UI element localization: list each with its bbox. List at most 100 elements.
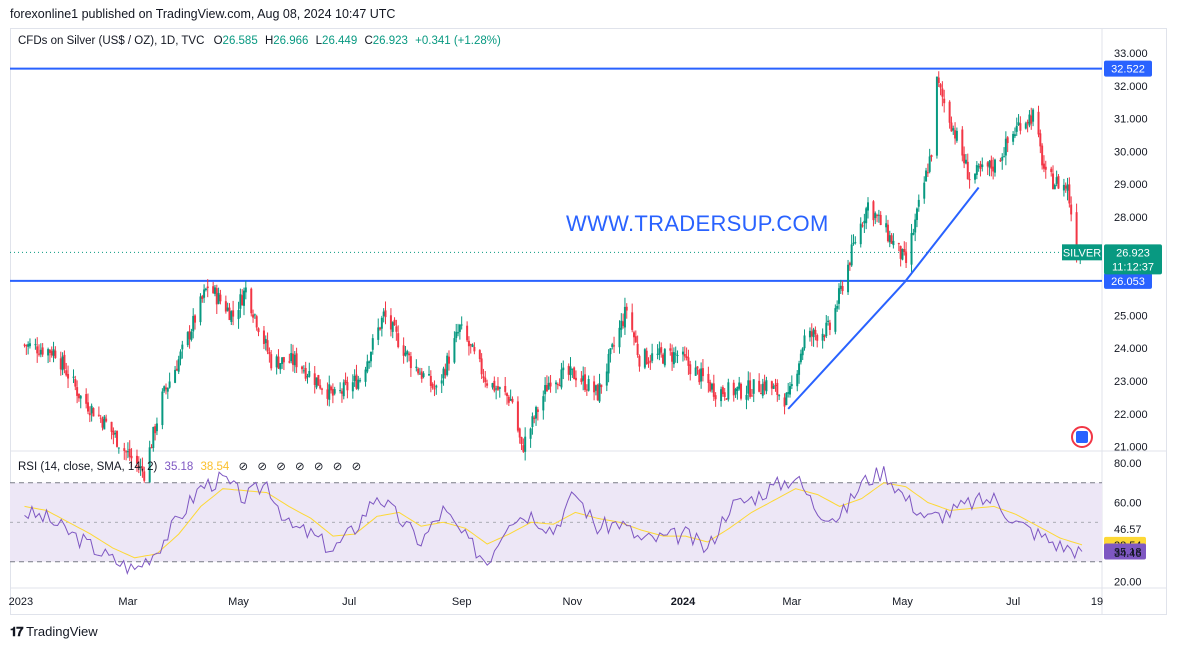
candle-body: [783, 397, 786, 407]
candle-body: [941, 88, 944, 97]
trendline: [903, 186, 980, 284]
rsi-legend-value: 35.18: [164, 461, 194, 473]
candle-body: [638, 355, 641, 367]
candle-body: [453, 338, 456, 363]
candle-body: [163, 386, 166, 392]
candle-body: [444, 369, 447, 376]
candle-body: [789, 386, 791, 395]
candle-body: [99, 417, 102, 419]
candle-body: [194, 315, 197, 323]
candle-body: [1044, 166, 1047, 170]
candle-body: [50, 351, 53, 356]
eye-slash-icon[interactable]: ⊘: [276, 461, 286, 473]
candle-body: [511, 398, 514, 403]
eye-slash-icon[interactable]: ⊘: [351, 461, 362, 473]
eye-slash-icon[interactable]: ⊘: [295, 461, 305, 473]
candle-body: [658, 348, 661, 355]
change-value: +0.341 (+1.28%): [415, 35, 501, 47]
candle-body: [636, 343, 639, 356]
candle-body: [279, 363, 282, 370]
eye-slash-icon[interactable]: ⊘: [332, 461, 343, 473]
candle-body: [877, 214, 880, 216]
eye-slash-icon[interactable]: ⊘: [238, 461, 249, 473]
candle-body: [937, 77, 940, 84]
candle-body: [232, 310, 235, 317]
candle-body: [175, 368, 178, 371]
candle-body: [827, 320, 830, 323]
price-axis-tick: 28.000: [1114, 212, 1148, 224]
price-axis-tick: 29.000: [1114, 179, 1148, 191]
candle-body: [27, 344, 30, 347]
candle-body: [76, 387, 79, 396]
candle-body: [663, 349, 666, 366]
candle-body: [85, 394, 88, 404]
price-axis-tick: 30.000: [1114, 146, 1148, 158]
candle-body: [203, 289, 206, 298]
eye-slash-icon[interactable]: ⊘: [313, 461, 324, 473]
candle-body: [623, 306, 626, 328]
candle-body: [226, 307, 229, 311]
candle-body: [823, 335, 826, 338]
candle-body: [506, 393, 509, 397]
candle-body: [585, 389, 588, 391]
rsi-value-tag-label: 34.46: [1114, 548, 1142, 560]
candle-body: [79, 395, 82, 399]
candle-body: [685, 356, 688, 359]
candle-body: [778, 395, 781, 397]
candle-body: [262, 330, 265, 345]
candle-body: [714, 395, 717, 400]
candle-body: [34, 344, 37, 346]
footer-brand-label: TradingView: [26, 624, 98, 639]
candle-body: [97, 414, 100, 416]
eye-slash-icon[interactable]: ⊘: [257, 461, 267, 473]
candle-body: [865, 208, 868, 224]
candle-body: [90, 405, 93, 414]
candle-body: [496, 386, 499, 390]
candle-body: [662, 354, 665, 364]
candle-body: [799, 353, 802, 363]
candle-body: [545, 384, 548, 392]
candle-body: [765, 380, 768, 392]
candle-body: [518, 428, 521, 438]
candle-body: [569, 366, 572, 376]
candle-body: [888, 235, 891, 243]
candle-body: [990, 159, 993, 169]
candle-body: [928, 156, 931, 172]
open-label: O: [213, 35, 223, 47]
candle-body: [141, 466, 144, 471]
candle-body: [720, 389, 723, 402]
candle-body: [571, 368, 574, 370]
candle-body: [395, 326, 398, 332]
candle-body: [435, 385, 438, 388]
candle-body: [224, 301, 227, 312]
candle-body: [796, 373, 799, 387]
candle-body: [981, 164, 984, 167]
candle-body: [244, 287, 247, 293]
candle-body: [964, 159, 967, 164]
candle-body: [493, 380, 496, 391]
candle-body: [393, 319, 396, 326]
candle-body: [36, 346, 39, 354]
chart-frame: [10, 28, 1167, 615]
candle-body: [1041, 145, 1044, 166]
candle-body: [723, 392, 726, 397]
candle-body: [524, 436, 527, 452]
candle-body: [380, 317, 383, 329]
candle-body: [137, 465, 140, 468]
candle-body: [613, 345, 616, 347]
footer-brand[interactable]: 𝟏𝟕 TradingView: [10, 624, 98, 640]
candle-body: [455, 331, 458, 339]
candle-body: [861, 225, 864, 227]
rsi-sma-line: [24, 482, 1083, 559]
candle-body: [88, 413, 91, 416]
candle-body: [304, 367, 307, 379]
candle-body: [687, 357, 690, 366]
candle-body: [301, 366, 304, 370]
candle-body: [308, 370, 311, 377]
level-price-tag-label: 26.053: [1111, 276, 1145, 288]
watermark-text: WWW.TRADERSUP.COM: [566, 211, 829, 236]
candle-body: [558, 385, 561, 387]
candle-body: [674, 353, 677, 355]
candle-body: [574, 377, 577, 381]
